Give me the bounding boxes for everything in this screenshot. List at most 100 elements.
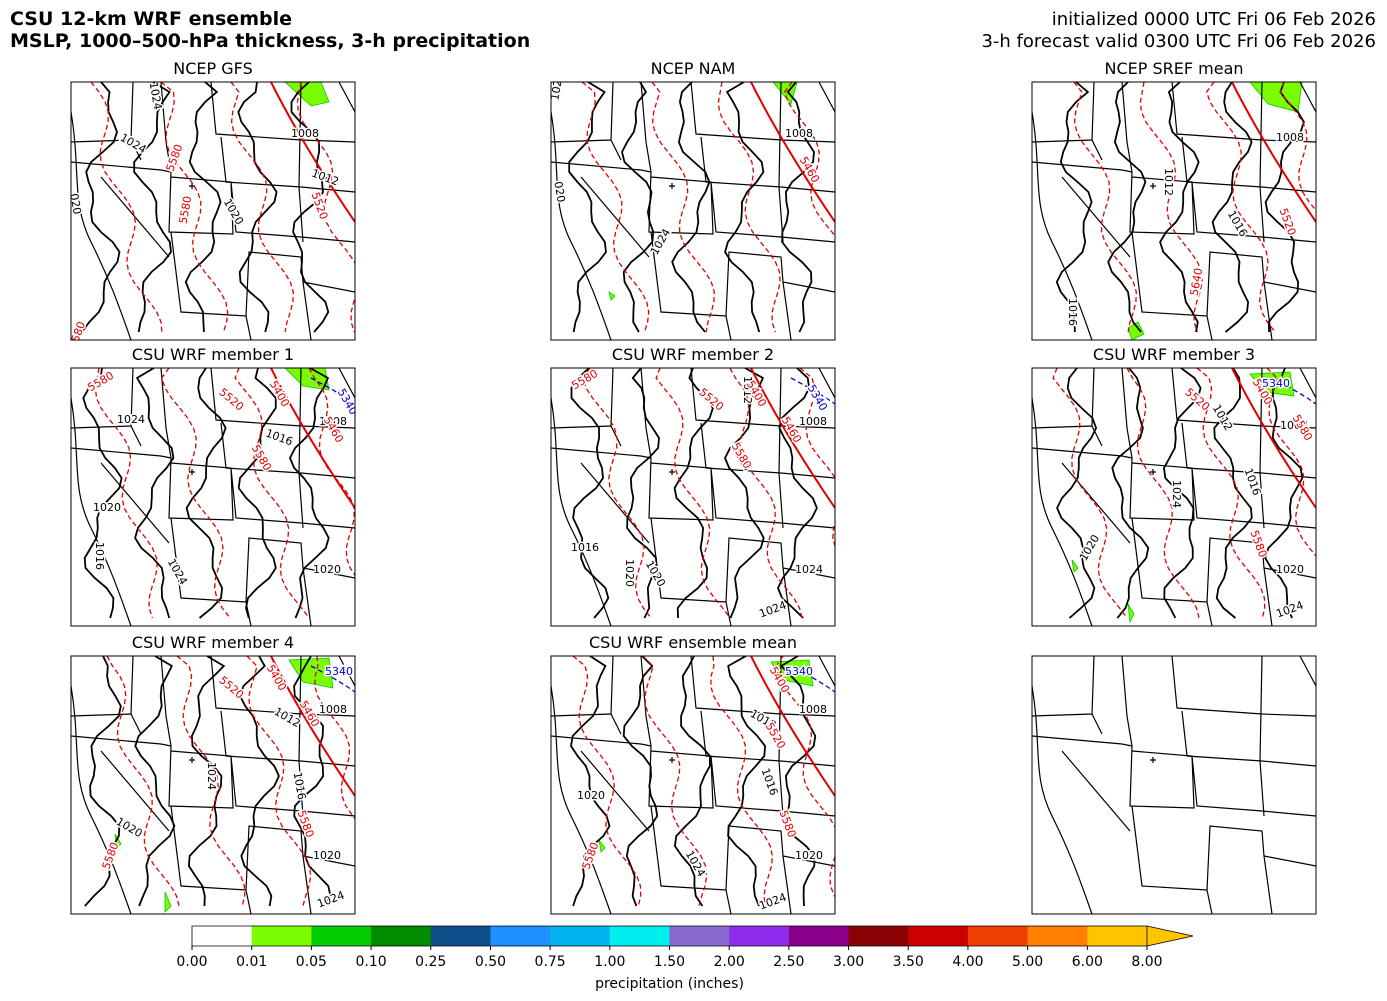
- mslp-label: 1008: [799, 703, 827, 716]
- mslp-label: 1016: [1066, 298, 1079, 326]
- mslp-contour: [1111, 368, 1150, 619]
- colorbar-segment: [788, 926, 850, 946]
- colorbar-segment: [311, 926, 372, 946]
- thickness-contour: [710, 656, 774, 907]
- precip-area: [1249, 371, 1295, 397]
- colorbar-segment: [908, 926, 969, 946]
- mslp-contour: [133, 82, 172, 333]
- mslp-contour: [237, 368, 277, 619]
- colorbar-segment: [967, 926, 1029, 946]
- thickness-contour: [642, 656, 708, 907]
- precip-area: [284, 82, 330, 107]
- thickness-contour: [176, 656, 246, 907]
- thickness-contour: [234, 368, 310, 619]
- thickness-contour: [1052, 368, 1128, 619]
- panel-title: CSU WRF member 1: [132, 345, 294, 364]
- mslp-contour: [779, 656, 817, 907]
- colorbar-segment: [550, 926, 611, 946]
- thickness-contour: [750, 656, 835, 797]
- panel-title: NCEP NAM: [651, 59, 736, 78]
- thickness-contour: [1196, 368, 1266, 619]
- thickness-contour: [94, 368, 158, 619]
- mslp-label: 1008: [785, 127, 813, 140]
- cold-contour: [1271, 377, 1316, 405]
- colorbar-tick-label: 0.01: [236, 954, 267, 970]
- cold-contour: [310, 665, 355, 693]
- mslp-contour: [184, 82, 222, 333]
- colorbar-label: precipitation (inches): [595, 976, 744, 992]
- thickness-contour: [1205, 82, 1276, 333]
- panel-frame: [70, 81, 356, 341]
- panel-frame: [1031, 81, 1317, 341]
- map-content: [1032, 656, 1316, 914]
- colorbar-tick-label: 2.00: [714, 954, 745, 970]
- thickness-contour: [1231, 82, 1316, 223]
- mslp-label: 020: [551, 180, 567, 203]
- mslp-contour: [570, 368, 610, 619]
- colorbar-tick-label: 8.00: [1131, 954, 1162, 970]
- cold-thickness-label: 5340: [785, 665, 813, 678]
- panel-frame: [550, 367, 836, 627]
- precip-area: [608, 291, 616, 301]
- colorbar-tick-label: 6.00: [1072, 954, 1103, 970]
- precip-area: [1071, 559, 1079, 573]
- mslp-label: 1020: [93, 501, 121, 514]
- precip-area: [288, 657, 334, 689]
- map-background: [1032, 656, 1316, 914]
- panel-frame: [1031, 367, 1317, 627]
- thickness-contour: [581, 368, 652, 619]
- mslp-contour: [239, 656, 280, 907]
- colorbar-tick-label: 5.00: [1012, 954, 1043, 970]
- figure-subtitle: MSLP, 1000–500-hPa thickness, 3-h precip…: [10, 30, 530, 52]
- mslp-label: 1020: [313, 563, 341, 576]
- mslp-contour: [671, 82, 711, 333]
- mslp-label: 1016: [93, 542, 106, 570]
- mslp-contour: [134, 368, 175, 619]
- mslp-label: 1020: [623, 559, 636, 587]
- mslp-contour: [724, 368, 765, 619]
- thickness-contour: [1073, 82, 1137, 333]
- mslp-contour: [1211, 82, 1253, 333]
- figure-title: CSU 12-km WRF ensemble: [10, 8, 292, 30]
- mslp-label: 1024: [205, 762, 218, 790]
- mslp-contour: [724, 82, 765, 333]
- mslp-label: 1008: [319, 703, 347, 716]
- mslp-contour: [1107, 82, 1147, 333]
- mslp-label: 1008: [1280, 419, 1308, 432]
- cold-contour: [790, 377, 835, 405]
- thickness-contour: [90, 82, 163, 333]
- mslp-contour: [1264, 368, 1304, 619]
- thickness-contour: [1266, 368, 1316, 557]
- thickness-contour: [655, 368, 731, 619]
- panel-frame: [1031, 655, 1317, 915]
- thickness-contour: [270, 368, 355, 509]
- valid-time: 3-h forecast valid 0300 UTC Fri 06 Feb 2…: [981, 31, 1376, 52]
- mslp-contour: [570, 656, 611, 907]
- colorbar-tick-label: 1.00: [594, 954, 625, 970]
- mslp-contour: [82, 368, 123, 619]
- colorbar-segment: [609, 926, 670, 946]
- init-time: initialized 0000 UTC Fri 06 Feb 2026: [1052, 9, 1376, 30]
- thickness-contour: [775, 656, 835, 898]
- colorbar-tick-label: 0.50: [475, 954, 506, 970]
- colorbar: 0.00 0.01 0.05 0.10 0.25 0.50 0.75 1.00 1.50 2.00…: [176, 925, 1194, 992]
- thickness-contour: [651, 82, 715, 333]
- thickness-contour: [160, 82, 229, 333]
- mslp-contour: [626, 368, 660, 619]
- thickness-contour: [270, 82, 355, 223]
- precip-area: [164, 891, 172, 913]
- panel-frame: [550, 81, 836, 341]
- mslp-label: 1008: [291, 127, 319, 140]
- panel-title: CSU WRF member 2: [612, 345, 774, 364]
- mslp-contour: [1159, 82, 1200, 333]
- colorbar-tick-label: 3.50: [893, 954, 924, 970]
- panel-title: NCEP GFS: [173, 59, 252, 78]
